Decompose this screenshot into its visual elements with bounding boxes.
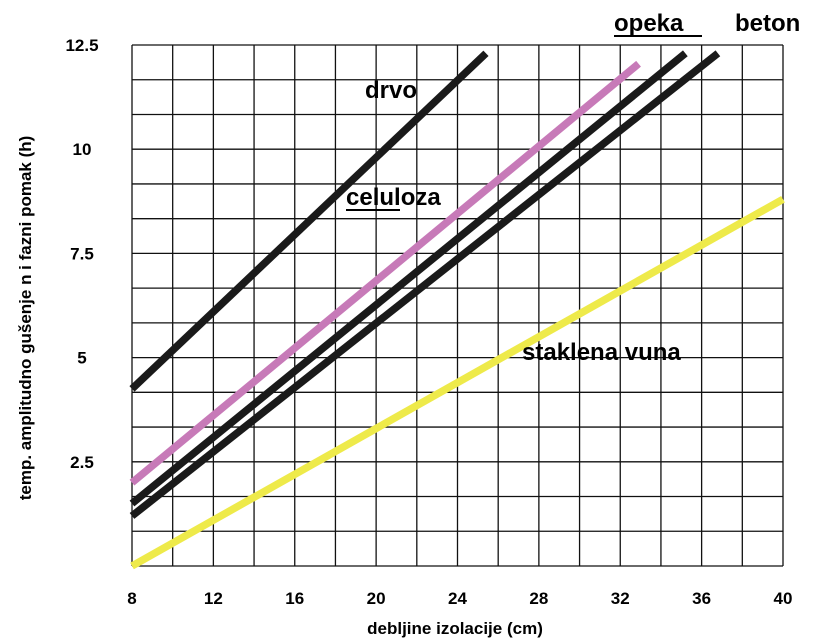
- x-tick-labels: 8 12 16 20 24 28 32 36 40: [127, 589, 792, 608]
- series-line-drvo: [129, 50, 489, 392]
- x-tick-label: 32: [611, 589, 630, 608]
- series-label-drvo: drvo: [365, 77, 417, 104]
- y-tick-label: 12.5: [65, 36, 98, 55]
- x-tick-label: 36: [692, 589, 711, 608]
- series-line-beton: [129, 50, 721, 519]
- series-label-celuloza: celuloza: [346, 184, 441, 211]
- x-tick-label: 24: [448, 589, 467, 608]
- x-axis-title: debljine izolacije (cm): [367, 619, 543, 638]
- y-tick-label: 5: [77, 349, 86, 368]
- grid: [131, 44, 784, 567]
- x-tick-label: 20: [367, 589, 386, 608]
- series-lines: [129, 50, 785, 570]
- x-tick-label: 28: [529, 589, 548, 608]
- series-label-staklena-vuna: staklena vuna: [522, 339, 681, 366]
- series-line-staklena-vuna: [130, 195, 785, 570]
- y-tick-label: 10: [73, 140, 92, 159]
- x-tick-label: 16: [285, 589, 304, 608]
- x-tick-label: 8: [127, 589, 136, 608]
- y-tick-label: 7.5: [70, 244, 94, 263]
- y-axis-title: temp. amplitudno gušenje n i fazni pomak…: [16, 136, 35, 501]
- y-tick-label: 2.5: [70, 453, 94, 472]
- x-tick-label: 12: [204, 589, 223, 608]
- series-label-opeka: opeka: [614, 10, 684, 37]
- y-tick-labels: 2.5 5 7.5 10 12.5: [65, 36, 98, 472]
- series-line-opeka: [129, 50, 688, 507]
- x-tick-label: 40: [774, 589, 793, 608]
- series-label-beton: beton: [735, 10, 800, 37]
- series-line-celuloza: [129, 60, 641, 486]
